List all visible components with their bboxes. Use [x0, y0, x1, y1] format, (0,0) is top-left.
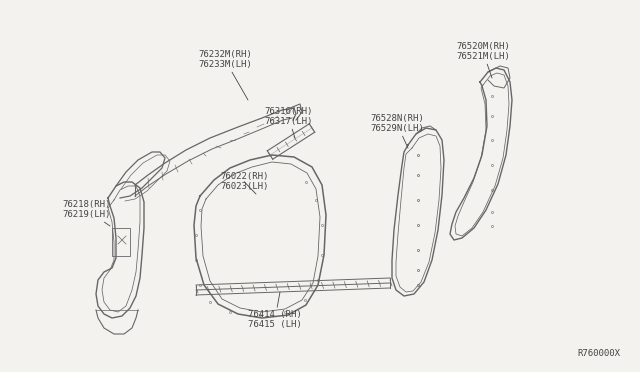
Text: 76528N(RH)
76529N(LH): 76528N(RH) 76529N(LH) — [370, 114, 424, 148]
Text: 76022(RH)
76023(LH): 76022(RH) 76023(LH) — [220, 172, 268, 194]
Text: 76316(RH)
76317(LH): 76316(RH) 76317(LH) — [264, 107, 312, 138]
Text: R760000X: R760000X — [577, 349, 620, 358]
Text: 76218(RH)
76219(LH): 76218(RH) 76219(LH) — [62, 200, 110, 226]
Text: 76232M(RH)
76233M(LH): 76232M(RH) 76233M(LH) — [198, 50, 252, 100]
Text: 76520M(RH)
76521M(LH): 76520M(RH) 76521M(LH) — [456, 42, 509, 78]
Text: 76414 (RH)
76415 (LH): 76414 (RH) 76415 (LH) — [248, 292, 301, 329]
